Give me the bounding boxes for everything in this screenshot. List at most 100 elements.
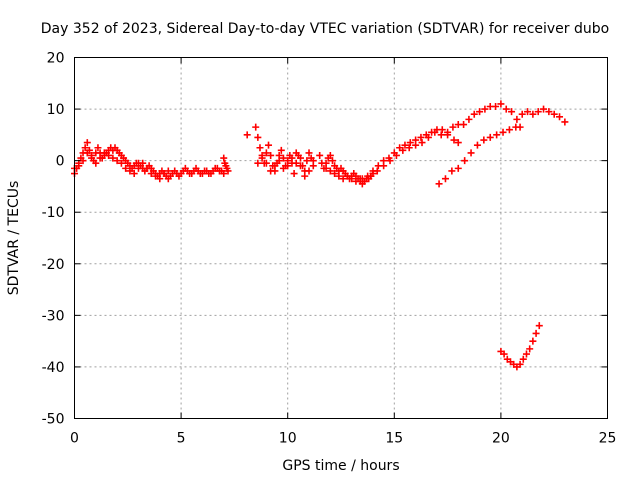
data-point — [556, 113, 564, 121]
data-point — [301, 172, 309, 180]
data-point — [113, 157, 121, 165]
series-arc-6 — [254, 149, 317, 180]
data-point — [290, 170, 298, 178]
series-arc-12 — [497, 322, 543, 371]
data-point — [275, 157, 283, 165]
data-point — [105, 151, 113, 159]
data-point — [526, 345, 534, 353]
data-point — [513, 115, 521, 123]
data-point — [309, 157, 317, 165]
data-point — [284, 162, 292, 170]
data-point — [480, 136, 488, 144]
data-point — [279, 164, 287, 172]
data-point — [134, 164, 142, 172]
data-point — [88, 154, 96, 162]
data-point — [254, 159, 262, 167]
data-point — [147, 170, 155, 178]
data-point — [476, 108, 484, 116]
data-point — [418, 139, 426, 147]
data-point — [331, 170, 339, 178]
data-point — [267, 151, 275, 159]
data-point — [550, 110, 558, 118]
data-point — [500, 350, 508, 358]
series-arc-9 — [358, 100, 569, 183]
data-point — [380, 162, 388, 170]
data-point — [262, 149, 270, 157]
data-point — [454, 139, 462, 147]
data-point — [262, 159, 270, 167]
data-point — [545, 108, 553, 116]
data-point — [277, 146, 285, 154]
data-point — [449, 123, 457, 131]
data-point — [448, 167, 456, 175]
series-arc-10 — [360, 128, 462, 185]
data-point — [126, 167, 134, 175]
series-arc-3 — [220, 154, 232, 175]
data-point — [348, 175, 356, 183]
data-point — [328, 157, 336, 165]
data-point — [444, 131, 452, 139]
data-point — [109, 154, 117, 162]
x-tick-label: 5 — [177, 431, 186, 447]
y-tick-label: 10 — [47, 102, 65, 118]
data-point — [438, 126, 446, 134]
data-point — [399, 146, 407, 154]
data-point — [524, 108, 532, 116]
data-point — [117, 159, 125, 167]
data-point — [160, 170, 168, 178]
data-point — [529, 110, 537, 118]
series-arc-11 — [435, 123, 524, 188]
data-point — [401, 141, 409, 149]
data-point — [532, 329, 540, 337]
data-point — [465, 115, 473, 123]
data-point — [505, 126, 513, 134]
data-point — [265, 141, 273, 149]
data-point — [305, 149, 313, 157]
data-point — [529, 337, 537, 345]
data-point — [339, 175, 347, 183]
data-point — [499, 128, 507, 136]
data-point — [100, 149, 108, 157]
data-point — [360, 177, 368, 185]
data-point — [534, 108, 542, 116]
data-points — [71, 100, 569, 371]
data-point — [450, 136, 458, 144]
data-point — [493, 131, 501, 139]
data-point — [83, 149, 91, 157]
data-point — [296, 162, 304, 170]
chart-title: Day 352 of 2023, Sidereal Day-to-day VTE… — [41, 21, 609, 37]
data-point — [373, 167, 381, 175]
data-point — [405, 144, 413, 152]
x-axis-label: GPS time / hours — [282, 458, 399, 474]
data-point — [326, 167, 334, 175]
data-point — [535, 322, 543, 330]
grid — [74, 57, 608, 419]
series-arc-8 — [322, 164, 364, 185]
data-point — [367, 172, 375, 180]
data-point — [292, 149, 300, 157]
data-point — [81, 144, 89, 152]
data-point — [220, 170, 228, 178]
data-point — [437, 131, 445, 139]
data-point — [122, 164, 130, 172]
data-point — [406, 139, 414, 147]
data-point — [424, 133, 432, 141]
data-point — [254, 133, 262, 141]
data-point — [224, 167, 232, 175]
data-point — [335, 172, 343, 180]
data-point — [473, 141, 481, 149]
x-tick-label: 0 — [70, 431, 79, 447]
data-point — [516, 123, 524, 131]
data-point — [288, 154, 296, 162]
x-tick-label: 15 — [385, 431, 403, 447]
data-point — [75, 162, 83, 170]
data-point — [316, 151, 324, 159]
data-point — [461, 157, 469, 165]
data-point — [516, 360, 524, 368]
y-tick-label: -50 — [42, 412, 65, 428]
data-point — [519, 355, 527, 363]
series-arc-4 — [243, 131, 251, 139]
plot-frame — [74, 57, 608, 419]
data-point — [392, 151, 400, 159]
data-point — [322, 164, 330, 172]
